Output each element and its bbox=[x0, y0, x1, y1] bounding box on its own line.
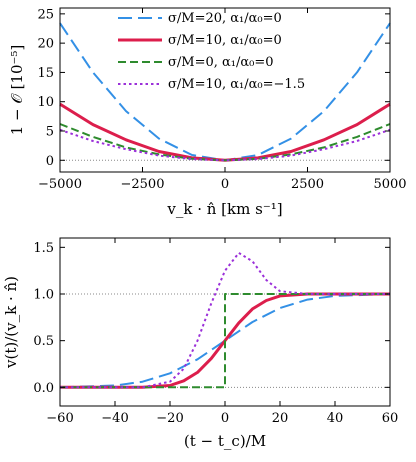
x-tick-label: −40 bbox=[101, 411, 128, 426]
x-tick-label: −20 bbox=[156, 411, 183, 426]
y-tick-label: 25 bbox=[37, 7, 54, 22]
top-series-lines bbox=[59, 22, 391, 162]
legend-label-2: σ/M=10, α₁/α₀=0 bbox=[168, 33, 282, 48]
y-tick-label: 0.5 bbox=[33, 334, 54, 349]
x-tick-label: 40 bbox=[327, 411, 344, 426]
y-tick-label: 10 bbox=[37, 95, 54, 110]
legend: σ/M=20, α₁/α₀=0 σ/M=10, α₁/α₀=0 σ/M=0, α₁/… bbox=[118, 11, 305, 92]
bottom-panel: −60 −40 −20 0 20 40 60 0.0 0.5 1.0 1.5 (t − t_c)/M… bbox=[2, 237, 398, 450]
bottom-series-lines bbox=[59, 251, 391, 389]
top-panel: −5000 −2500 0 2500 5000 0 5 10 15 20 25 σ/M=20, α₁… bbox=[8, 7, 407, 218]
x-tick-label: 0 bbox=[221, 411, 229, 426]
series-line-4 bbox=[59, 128, 391, 162]
top-x-axis-label: v_k · n̂ [km s⁻¹] bbox=[166, 200, 282, 218]
series-line-3 bbox=[60, 293, 390, 389]
y-tick-label: 0.0 bbox=[33, 381, 54, 396]
y-tick-label: 1.0 bbox=[33, 288, 54, 303]
x-tick-label: −2500 bbox=[121, 177, 165, 192]
series-line-3 bbox=[59, 123, 391, 162]
bottom-y-axis-label: v(t)/(v_k · n̂) bbox=[2, 276, 20, 369]
legend-label-3: σ/M=0, α₁/α₀=0 bbox=[168, 55, 274, 70]
x-tick-label: 2500 bbox=[291, 177, 324, 192]
x-tick-label: −60 bbox=[46, 411, 73, 426]
y-tick-label: 15 bbox=[37, 66, 54, 81]
top-y-axis-label: 1 − 𝒪 [10⁻⁵] bbox=[8, 45, 26, 136]
legend-label-1: σ/M=20, α₁/α₀=0 bbox=[168, 11, 282, 26]
x-tick-label: −5000 bbox=[38, 177, 82, 192]
bottom-x-axis-label: (t − t_c)/M bbox=[184, 432, 266, 450]
x-tick-label: 5000 bbox=[373, 177, 406, 192]
series-line-4 bbox=[60, 251, 390, 389]
series-line-1 bbox=[59, 293, 391, 389]
y-tick-label: 5 bbox=[46, 125, 54, 140]
x-tick-label: 0 bbox=[221, 177, 229, 192]
top-ticks: −5000 −2500 0 2500 5000 0 5 10 15 20 25 bbox=[37, 7, 406, 192]
y-tick-label: 20 bbox=[37, 37, 54, 52]
legend-label-4: σ/M=10, α₁/α₀=−1.5 bbox=[168, 77, 305, 92]
y-tick-label: 0 bbox=[46, 154, 54, 169]
series-line-2 bbox=[59, 102, 391, 162]
bottom-ticks: −60 −40 −20 0 20 40 60 0.0 0.5 1.0 1.5 bbox=[33, 238, 398, 426]
y-tick-label: 1.5 bbox=[33, 241, 54, 256]
x-tick-label: 20 bbox=[272, 411, 289, 426]
x-tick-label: 60 bbox=[382, 411, 399, 426]
